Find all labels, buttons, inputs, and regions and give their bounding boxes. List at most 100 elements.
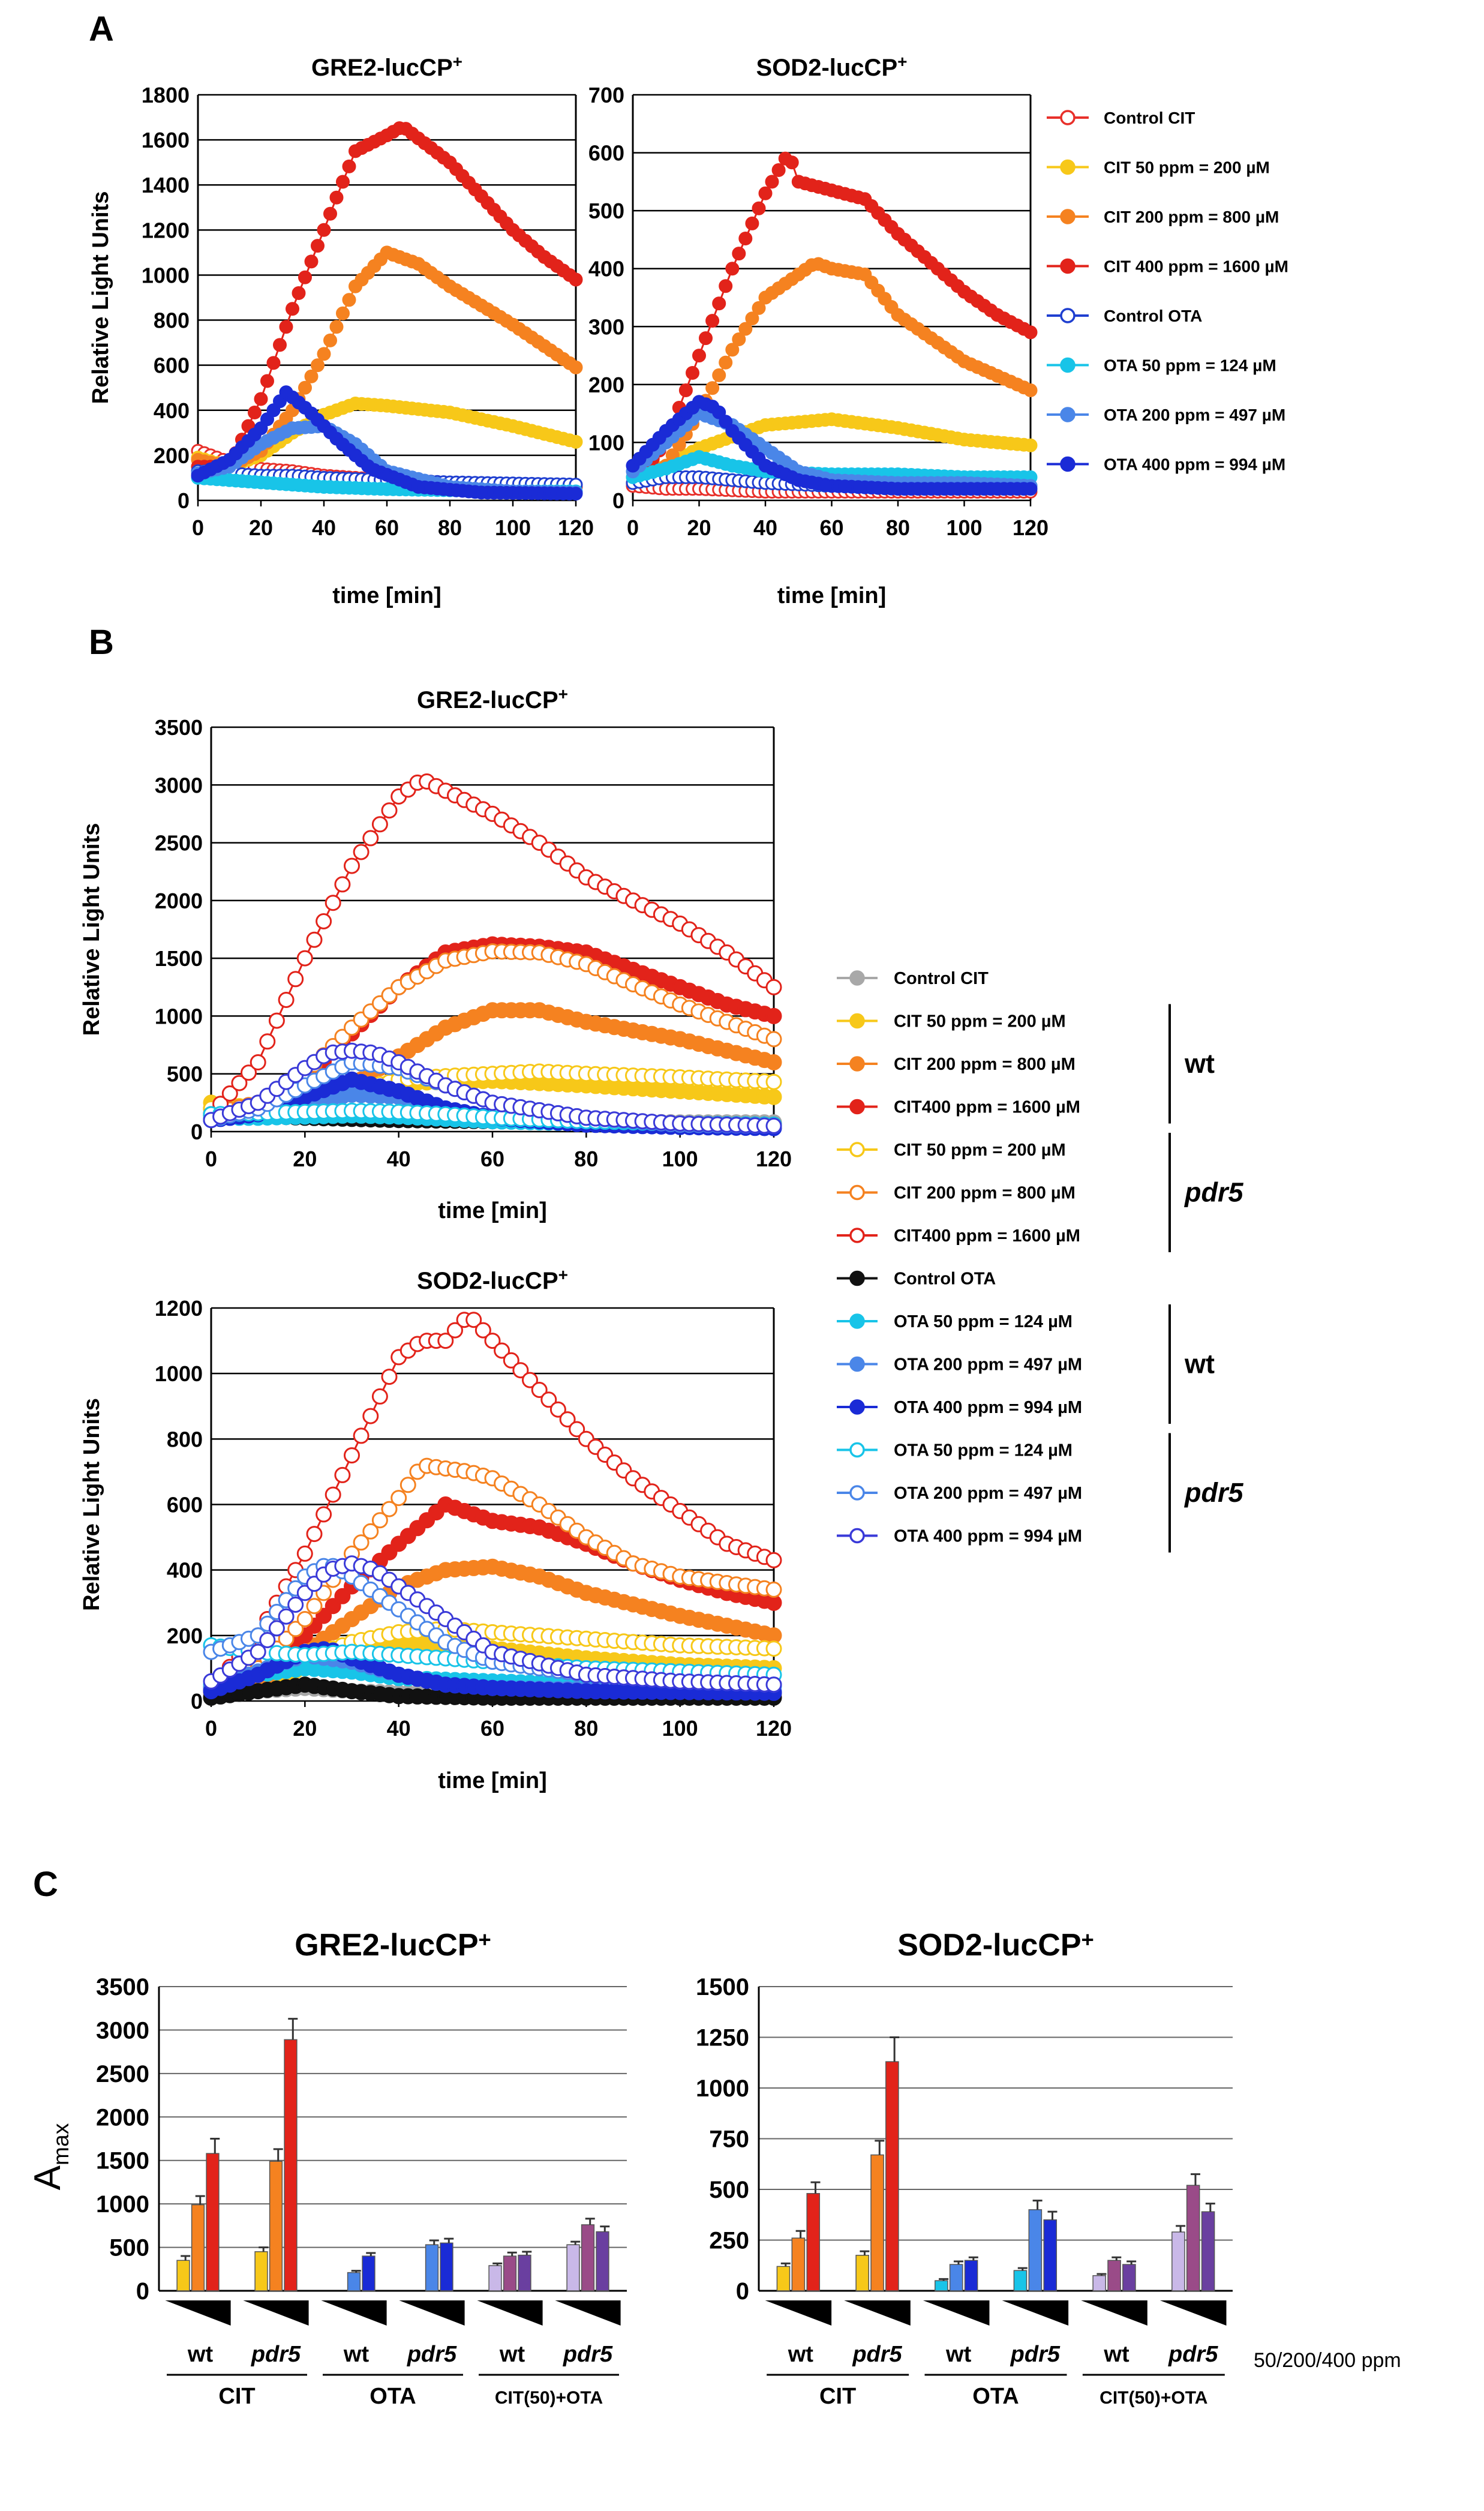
y-tick-label: 0 — [191, 1120, 203, 1144]
data-point — [765, 1552, 782, 1568]
data-point — [311, 358, 325, 373]
data-point — [279, 320, 293, 334]
data-point — [381, 1501, 398, 1517]
series — [191, 385, 583, 501]
y-tick-label: 500 — [167, 1062, 203, 1087]
x-tick-label: 20 — [687, 515, 711, 540]
legend-item: OTA 200 ppm = 497 µM — [837, 1484, 1082, 1503]
legend-item: OTA 400 ppm = 994 µM — [837, 1527, 1082, 1546]
bar — [566, 2244, 580, 2291]
data-point — [705, 381, 720, 395]
y-tick-label: 200 — [154, 443, 190, 468]
data-point — [540, 1391, 557, 1408]
category-label: OTA — [370, 2384, 416, 2409]
series — [203, 1312, 782, 1696]
legend-marker — [1060, 308, 1076, 323]
y-axis-label-sub: max — [48, 2123, 73, 2165]
data-point — [336, 175, 350, 189]
x-tick-label: 80 — [886, 515, 910, 540]
strain-label: pdr5 — [407, 2342, 457, 2367]
data-point — [732, 247, 746, 261]
chart-a-gre2: 0 200 400 600 800 1000 1200 1400 1600 1800 0 20 40 60… — [88, 52, 594, 608]
data-point — [329, 320, 344, 334]
data-point — [725, 262, 740, 276]
data-point — [317, 223, 331, 237]
x-tick-label: 20 — [249, 515, 273, 540]
legend-marker — [849, 1356, 865, 1372]
data-point — [287, 1597, 304, 1613]
y-tick-label: 800 — [167, 1427, 203, 1451]
x-tick-label: 60 — [375, 515, 399, 540]
data-point — [329, 190, 344, 205]
data-point — [765, 1640, 782, 1657]
legend-marker — [1060, 357, 1076, 373]
legend-label: CIT 200 ppm = 800 µM — [894, 1184, 1076, 1203]
chart-title: GRE2-lucCP+ — [295, 1927, 491, 1963]
x-tick-label: 0 — [205, 1716, 217, 1741]
legend-label: CIT400 ppm = 1600 µM — [894, 1098, 1080, 1117]
legend-item: CIT 200 ppm = 800 µM — [837, 1184, 1076, 1203]
strain-label: wt — [343, 2342, 370, 2367]
x-tick-label: 100 — [662, 1716, 698, 1741]
dose-wedge — [477, 2300, 543, 2326]
chart-title-main: SOD2-lucCP — [417, 1268, 558, 1294]
y-tick-label: 200 — [167, 1624, 203, 1648]
y-tick-label: 0 — [612, 488, 624, 513]
x-axis-label: time [min] — [332, 583, 441, 608]
data-point — [738, 322, 753, 336]
bar — [347, 2272, 361, 2291]
y-tick-label: 400 — [588, 257, 624, 281]
bar — [964, 2260, 978, 2291]
data-point — [745, 311, 759, 326]
y-tick-label: 500 — [109, 2235, 149, 2261]
data-point — [549, 1401, 566, 1418]
y-tick-label: 0 — [178, 488, 190, 513]
data-point — [512, 1362, 529, 1379]
bar — [949, 2264, 963, 2291]
dose-wedge — [555, 2300, 621, 2326]
data-point — [1023, 482, 1038, 496]
data-point — [719, 279, 733, 293]
chart-c-sod2: 0 250 500 750 1000 1250 1500 SOD2-lucCP+ wt pdr5 w… — [696, 1927, 1233, 2409]
y-tick-label: 2500 — [96, 2061, 149, 2087]
category-label: OTA — [972, 2384, 1019, 2409]
chart-title: SOD2-lucCP+ — [417, 1265, 568, 1294]
series — [626, 395, 1038, 496]
x-tick-label: 40 — [387, 1716, 411, 1741]
chart-title-sup: + — [897, 52, 907, 71]
strain-label: wt — [499, 2342, 525, 2367]
legend-label: CIT 50 ppm = 200 µM — [894, 1012, 1066, 1031]
data-point — [278, 1608, 295, 1625]
data-point — [765, 1088, 782, 1105]
data-point — [241, 1064, 257, 1081]
y-axis-label: Relative Light Units — [79, 823, 104, 1036]
data-point — [296, 1545, 313, 1562]
x-tick-label: 120 — [1013, 515, 1049, 540]
legend-marker — [1060, 258, 1076, 274]
legend-group-label: pdr5 — [1184, 1477, 1243, 1508]
legend-item: OTA 400 ppm = 994 µM — [1047, 455, 1285, 474]
x-tick-label: 20 — [293, 1716, 317, 1741]
data-point — [758, 186, 773, 200]
data-point — [381, 802, 398, 819]
data-point — [484, 1333, 501, 1349]
y-tick-label: 500 — [588, 199, 624, 223]
x-tick-label: 20 — [293, 1147, 317, 1171]
data-point — [765, 175, 779, 189]
legend-marker — [849, 1442, 865, 1458]
x-tick-label: 40 — [387, 1147, 411, 1171]
chart-b-sod2: 0 200 400 600 800 1000 1200 0 20 40 60 80 100 120 SOD2… — [79, 1265, 792, 1793]
bar — [596, 2231, 609, 2291]
y-tick-label: 1000 — [155, 1004, 203, 1028]
bar — [269, 2161, 283, 2291]
x-tick-label: 0 — [627, 515, 639, 540]
data-point — [752, 201, 766, 215]
legend-label: OTA 400 ppm = 994 µM — [1104, 455, 1285, 474]
y-tick-label: 1500 — [155, 946, 203, 971]
bar — [1186, 2185, 1200, 2291]
y-tick-label: 1000 — [142, 263, 190, 287]
series — [203, 1042, 782, 1134]
data-point — [259, 1632, 276, 1648]
bar — [425, 2244, 439, 2291]
legend-item: OTA 200 ppm = 497 µM — [837, 1355, 1082, 1375]
